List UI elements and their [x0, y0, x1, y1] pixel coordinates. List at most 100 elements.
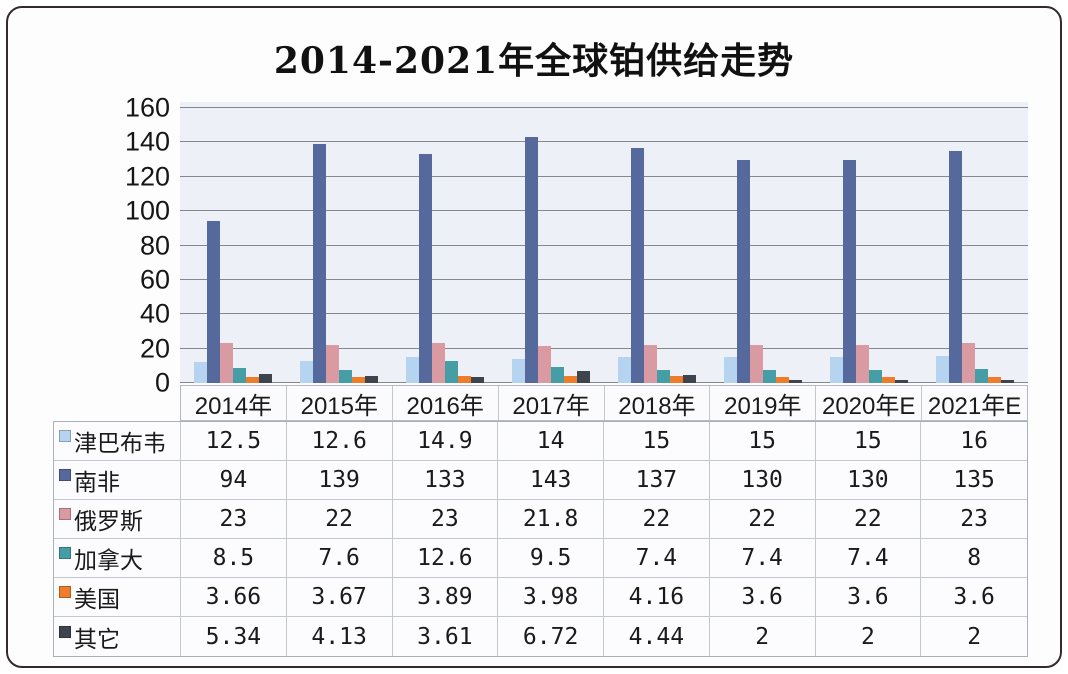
series-row-header: 其它: [54, 617, 181, 656]
value-cell: 21.8: [498, 500, 604, 539]
value-cell: 14: [498, 422, 604, 461]
bar-美国: [776, 376, 789, 383]
value-cell: 4.16: [604, 578, 710, 617]
bar-南非: [843, 159, 856, 383]
series-row-header: 美国: [54, 578, 181, 617]
x-axis-label: 2018年: [603, 386, 710, 420]
bar-group: [710, 102, 816, 383]
y-tick-label: 120: [124, 161, 170, 192]
series-name: 美国: [74, 586, 120, 612]
bar-其它: [1001, 379, 1014, 383]
legend-swatch: [59, 508, 71, 520]
bar-加拿大: [445, 361, 458, 383]
bar-group: [180, 102, 286, 383]
chart-title: 2014-2021年全球铂供给走势: [273, 40, 795, 82]
bar-美国: [670, 375, 683, 383]
gridline: [180, 244, 1028, 246]
legend-swatch: [59, 547, 71, 559]
gridline: [180, 210, 1028, 212]
value-cell: 130: [709, 461, 816, 500]
value-cell: 12.6: [392, 539, 499, 578]
series-name: 俄罗斯: [74, 508, 143, 534]
series-name: 南非: [74, 469, 120, 495]
bar-俄罗斯: [220, 343, 233, 383]
bar-俄罗斯: [750, 345, 763, 383]
data-table: 津巴布韦 12.5 12.6 14.9 14 15 15 15 16 南非 94 139 133 143 1…: [53, 421, 1028, 657]
gridline: [180, 382, 1028, 383]
bar-加拿大: [975, 369, 988, 383]
value-cell: 23: [921, 500, 1027, 539]
bar-美国: [882, 376, 895, 383]
bar-加拿大: [657, 370, 670, 383]
x-axis-label: 2019年: [709, 386, 815, 420]
value-cell: 15: [815, 422, 922, 461]
bar-加拿大: [763, 370, 776, 383]
bar-俄罗斯: [962, 343, 975, 383]
y-tick-label: 100: [124, 195, 170, 226]
gridline: [180, 347, 1028, 349]
value-cell: 3.98: [498, 578, 604, 617]
value-cell: 2: [967, 623, 982, 650]
value-cell: 135: [921, 461, 1027, 500]
bar-津巴布韦: [512, 358, 525, 383]
y-tick-label: 20: [139, 333, 170, 364]
x-axis-label: 2015年: [285, 386, 392, 420]
bar-美国: [246, 376, 259, 383]
series-row-header: 俄罗斯: [54, 500, 181, 539]
bar-南非: [737, 159, 750, 383]
bar-加拿大: [339, 369, 352, 383]
value-cell: 15: [604, 422, 710, 461]
value-cell: 3.6: [709, 578, 816, 617]
bar-其它: [471, 376, 484, 383]
value-cell: 133: [392, 461, 499, 500]
bar-其它: [365, 375, 378, 383]
value-cell: 3.6: [921, 578, 1027, 617]
legend-swatch: [59, 430, 71, 442]
value-cell: 6.72: [498, 617, 604, 656]
bar-其它: [577, 371, 590, 383]
y-tick-label: 0: [154, 367, 170, 398]
bar-group: [922, 102, 1028, 383]
value-cell: 22: [286, 500, 393, 539]
value-cell: 3.66: [181, 578, 287, 617]
legend-swatch: [59, 469, 71, 481]
chart-panel: 2014-2021年全球铂供给走势 0 20 40 60 80 100 120 140 160 …: [6, 6, 1062, 668]
value-cell: 23: [181, 500, 287, 539]
bar-美国: [988, 376, 1001, 383]
bar-津巴布韦: [406, 357, 419, 383]
value-cell: 4.13: [287, 617, 393, 656]
bar-俄罗斯: [538, 345, 551, 383]
bar-津巴布韦: [936, 355, 949, 383]
bar-加拿大: [869, 370, 882, 383]
bar-津巴布韦: [724, 357, 737, 383]
value-cell: 7.6: [286, 539, 393, 578]
bar-俄罗斯: [432, 343, 445, 383]
bar-group: [392, 102, 498, 383]
value-cell: 3.6: [815, 578, 922, 617]
x-axis-label: 2021年E: [921, 386, 1027, 420]
series-name: 其它: [74, 625, 120, 652]
value-cell: 12.5: [181, 422, 287, 461]
value-cell: 5.34: [181, 617, 287, 656]
gridline: [180, 175, 1028, 177]
legend-swatch: [59, 625, 71, 638]
value-cell: 2: [710, 617, 816, 656]
bar-俄罗斯: [856, 345, 869, 383]
bar-其它: [259, 373, 272, 383]
x-axis: 2014年 2015年 2016年 2017年 2018年 2019年 2020年E 2021…: [180, 385, 1028, 421]
value-cell: 3.67: [286, 578, 393, 617]
y-axis: 0 20 40 60 80 100 120 140 160: [96, 93, 170, 398]
value-cell: 3.61: [393, 617, 499, 656]
value-cell: 9.5: [498, 539, 604, 578]
bar-美国: [458, 376, 471, 383]
value-cell: 3.89: [392, 578, 499, 617]
x-axis-label: 2017年: [497, 386, 604, 420]
bar-其它: [789, 379, 802, 383]
value-cell: 139: [286, 461, 393, 500]
bar-俄罗斯: [326, 345, 339, 383]
bar-南非: [525, 137, 538, 383]
bar-南非: [949, 150, 962, 383]
value-cell: 14.9: [392, 422, 499, 461]
value-cell: 143: [498, 461, 604, 500]
value-cell: 8.5: [181, 539, 287, 578]
